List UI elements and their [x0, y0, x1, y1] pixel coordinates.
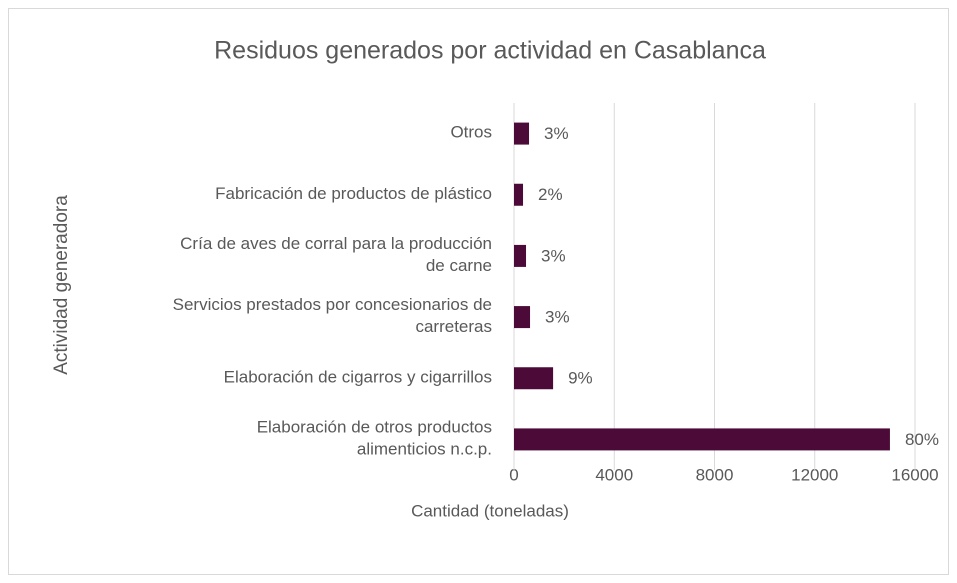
data-label: 3% [541, 246, 566, 265]
x-tick-label: 8000 [696, 465, 734, 484]
chart-border [8, 8, 949, 575]
bar [514, 183, 524, 206]
y-tick-label: Servicios prestados por concesionarios d… [173, 296, 492, 337]
x-tick-label: 12000 [791, 465, 838, 484]
bar [514, 428, 890, 451]
y-tick-label: Elaboración de cigarros y cigarrillos [224, 368, 492, 387]
x-tick-label: 4000 [595, 465, 633, 484]
data-label: 3% [544, 124, 569, 143]
x-axis-title: Cantidad (toneladas) [411, 501, 569, 520]
bar [514, 367, 554, 390]
data-label: 9% [568, 369, 593, 388]
chart-title: Residuos generados por actividad en Casa… [214, 37, 766, 65]
bar [514, 244, 527, 267]
data-label: 3% [545, 308, 570, 327]
y-axis-title: Actividad generadora [51, 195, 72, 375]
y-tick-label: Fabricación de productos de plástico [215, 184, 492, 203]
bar [514, 306, 531, 329]
bar [514, 122, 530, 145]
x-tick-label: 0 [509, 465, 518, 484]
y-tick-label: Otros [450, 123, 492, 142]
data-label: 2% [538, 185, 563, 204]
y-tick-label: Cría de aves de corral para la producció… [180, 234, 492, 275]
data-label: 80% [905, 430, 939, 449]
x-tick-label: 16000 [891, 465, 938, 484]
y-tick-label: Elaboración de otros productos alimentici… [257, 418, 492, 459]
